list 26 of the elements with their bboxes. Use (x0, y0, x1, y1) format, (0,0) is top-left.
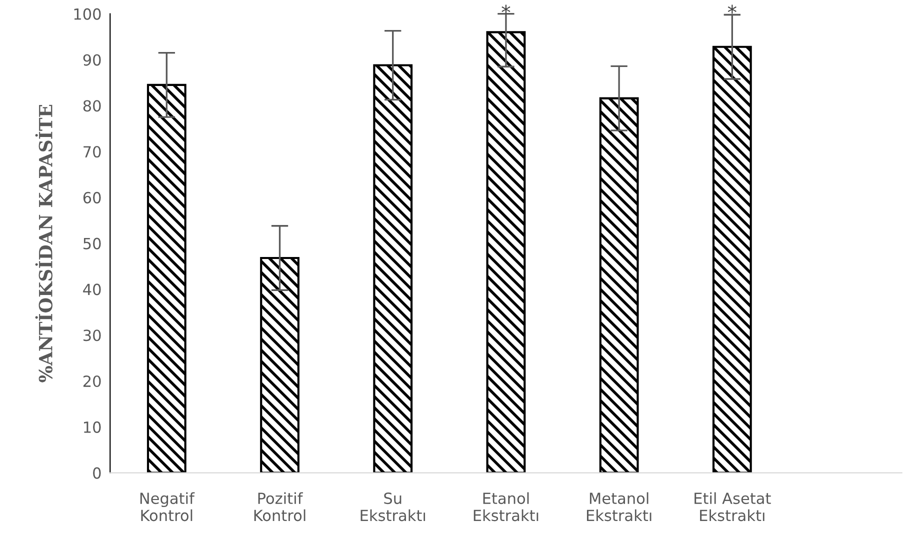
y-tick-label: 40 (83, 284, 101, 296)
bar (373, 64, 413, 473)
bar (599, 97, 639, 473)
annotation: * (728, 4, 736, 14)
x-tick-label: Etil Asetat Ekstraktı (694, 492, 771, 522)
x-tick-label: Su Ekstraktı (360, 492, 426, 522)
bar (712, 46, 752, 473)
x-tick-label: Negatif Kontrol (140, 492, 195, 522)
y-tick-label: 80 (83, 100, 101, 112)
y-tick-label: 20 (83, 375, 101, 388)
bar (486, 31, 526, 473)
bar (146, 84, 186, 473)
y-tick-label: 10 (84, 421, 101, 433)
y-axis-title: %ANTİOKSİDAN KAPASİTE (35, 104, 52, 382)
y-tick-label: 70 (84, 146, 101, 158)
x-tick-label: Metanol Ekstraktı (586, 492, 652, 522)
x-tick-label: Etanol Ekstraktı (474, 492, 538, 522)
y-tick-label: 30 (84, 330, 101, 342)
annotation: * (502, 4, 510, 14)
y-tick-label: 60 (83, 192, 101, 204)
bar (260, 256, 300, 473)
y-tick-label: 100 (74, 8, 101, 20)
y-tick-label: 50 (84, 238, 101, 250)
y-tick-label: 0 (93, 467, 101, 479)
y-tick-label: 90 (83, 54, 101, 66)
x-tick-label: Pozitif Kontrol (254, 492, 306, 522)
